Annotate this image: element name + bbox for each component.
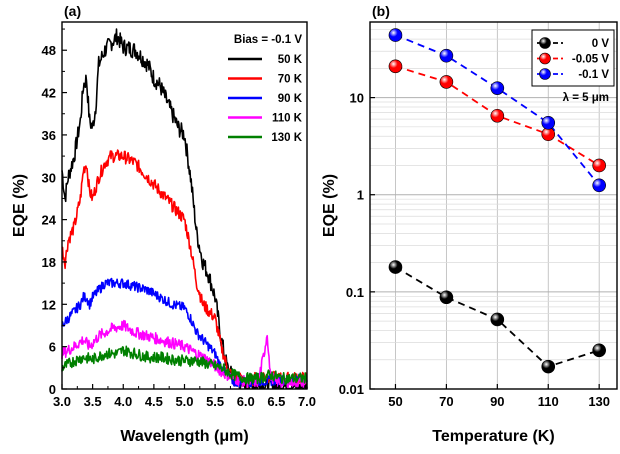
y-tick-label-a: 30: [42, 170, 56, 185]
series-line-0-1-v: [395, 34, 600, 186]
x-axis-title-a: Wavelength (μm): [120, 428, 248, 445]
data-point-0-1-v: [490, 81, 505, 95]
plot-frame-b: [369, 21, 618, 390]
x-tick-label-a: 3.5: [84, 394, 102, 409]
x-tick-label-a: 6.5: [267, 394, 285, 409]
y-tick-label-a: 48: [42, 43, 56, 58]
legend-label-90-k: 90 K: [278, 93, 303, 105]
series-line-110-k: [61, 319, 308, 389]
annotation-wavelength: λ = 5 μm: [563, 92, 609, 104]
data-point-0-v: [541, 359, 556, 374]
legend-marker-0-05-v: [539, 52, 551, 65]
x-tick-label-a: 5.0: [175, 394, 193, 409]
x-axis-title-b: Temperature (K): [432, 428, 554, 445]
data-point-0-v: [592, 343, 606, 358]
legend-label-130-k: 130 K: [271, 132, 302, 144]
data-point-0-v: [490, 312, 505, 327]
data-point-0-v: [388, 260, 403, 274]
y-tick-label-b: 0.1: [346, 285, 364, 300]
legend-label-0-v: 0 V: [592, 38, 610, 50]
series-line-90-k: [61, 277, 308, 388]
y-tick-label-a: 24: [42, 213, 57, 228]
y-tick-label-a: 12: [42, 297, 56, 312]
x-tick-label-b: 110: [538, 394, 559, 409]
legend-marker-0-1-v: [539, 68, 551, 80]
data-point-0-1-v: [541, 116, 556, 130]
y-axis-title-a: EQE (%): [11, 174, 28, 237]
legend-label-0-05-v: -0.05 V: [572, 54, 609, 66]
data-point-0-1-v: [439, 48, 454, 63]
y-tick-label-a: 6: [49, 340, 56, 355]
y-tick-label-b: 10: [350, 91, 364, 106]
data-point-0-1-v: [388, 28, 403, 42]
legend-marker-0-v: [539, 37, 551, 49]
x-tick-label-a: 3.0: [53, 394, 71, 409]
x-tick-label-b: 70: [439, 394, 453, 409]
x-tick-label-b: 90: [490, 394, 504, 409]
x-tick-label-a: 6.0: [237, 394, 255, 409]
data-point-0-05-v: [439, 75, 454, 89]
data-point-0-1-v: [592, 178, 606, 193]
y-tick-label-a: 18: [42, 255, 56, 270]
x-tick-label-a: 5.5: [206, 394, 224, 409]
series-line-130-k: [61, 345, 308, 385]
legend-label-70-k: 70 K: [278, 74, 303, 86]
data-point-0-05-v: [388, 59, 403, 74]
legend-label-0-1-v: -0.1 V: [578, 69, 609, 81]
data-point-0-05-v: [592, 158, 606, 173]
y-tick-label-b: 1: [357, 188, 364, 203]
y-tick-label-b: 0.01: [339, 382, 364, 397]
y-tick-label-a: 42: [42, 86, 56, 101]
x-tick-label-a: 4.5: [145, 394, 163, 409]
x-tick-label-a: 7.0: [298, 394, 316, 409]
data-point-0-v: [439, 290, 454, 305]
x-tick-label-b: 130: [588, 394, 610, 409]
y-axis-title-b: EQE (%): [321, 174, 338, 237]
x-tick-label-b: 50: [388, 394, 402, 409]
y-tick-label-a: 36: [42, 128, 56, 143]
panel-label-b: (b): [372, 3, 390, 19]
legend-title-a: Bias = -0.1 V: [234, 34, 302, 46]
data-point-0-05-v: [541, 127, 556, 141]
x-tick-label-a: 4.0: [114, 394, 132, 409]
series-line-50-k: [61, 28, 308, 390]
data-point-0-05-v: [490, 108, 505, 123]
y-tick-label-a: 0: [49, 382, 56, 397]
panel-label-a: (a): [64, 3, 81, 19]
legend-label-110-k: 110 K: [272, 113, 303, 125]
legend-label-50-k: 50 K: [278, 54, 303, 66]
